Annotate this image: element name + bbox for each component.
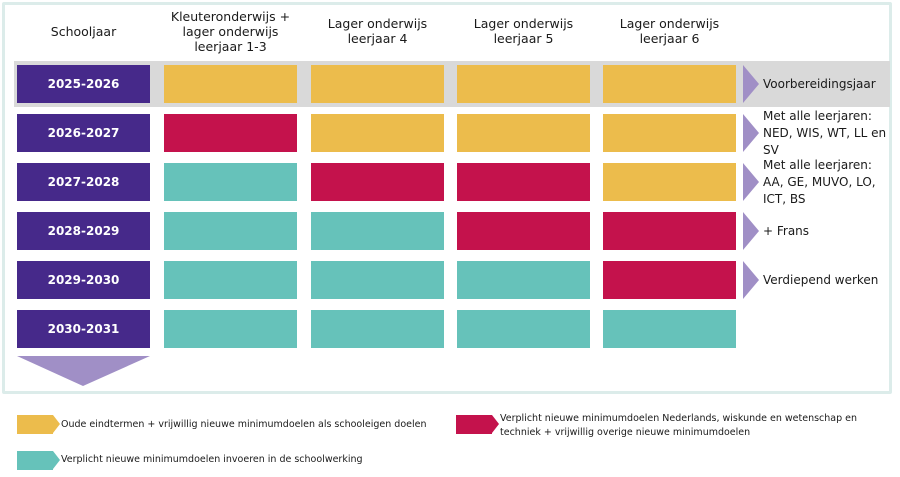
phase-cell-teal: [311, 310, 444, 348]
year-label: 2028-2029: [17, 212, 150, 250]
row-note: + Frans: [763, 223, 810, 238]
row-arrow-icon: [743, 65, 759, 103]
row-arrow-icon: [743, 212, 759, 250]
phase-cell-red: [603, 212, 736, 250]
phase-cell-yellow: [457, 65, 590, 103]
header-leerjaar-6: Lager onderwijs leerjaar 6: [619, 16, 720, 46]
row-arrow-icon: [743, 261, 759, 299]
diagram-frame: [2, 2, 892, 394]
legend-text-teal: Verplicht nieuwe minimumdoelen invoeren …: [61, 454, 363, 465]
phase-cell-yellow: [457, 114, 590, 152]
phase-cell-teal: [457, 310, 590, 348]
row-note: Voorbereidingsjaar: [763, 76, 876, 91]
phase-cell-red: [311, 163, 444, 201]
phase-cell-teal: [311, 261, 444, 299]
phase-cell-teal: [164, 163, 297, 201]
phase-cell-teal: [603, 310, 736, 348]
header-kleuteronderwijs: Kleuteronderwijs + lager onderwijs leerj…: [170, 8, 291, 54]
legend-swatch-teal: [17, 451, 60, 470]
phase-cell-yellow: [311, 65, 444, 103]
phase-cell-teal: [311, 212, 444, 250]
phase-cell-yellow: [603, 163, 736, 201]
phase-cell-red: [457, 212, 590, 250]
phase-cell-red: [164, 114, 297, 152]
row-arrow-icon: [743, 114, 759, 152]
phase-cell-teal: [164, 212, 297, 250]
legend-text-red: Verplicht nieuwe minimumdoelen Nederland…: [500, 413, 858, 438]
phase-cell-yellow: [603, 114, 736, 152]
legend-swatch-yellow: [17, 415, 60, 434]
phase-cell-red: [603, 261, 736, 299]
row-note: Verdiepend werken: [763, 272, 879, 287]
year-label: 2025-2026: [17, 65, 150, 103]
header-schooljaar: Schooljaar: [50, 23, 117, 39]
row-note: Met alle leerjaren: NED, WIS, WT, LL en …: [763, 108, 887, 157]
year-label: 2027-2028: [17, 163, 150, 201]
header-leerjaar-4: Lager onderwijs leerjaar 4: [327, 16, 428, 46]
phase-cell-teal: [457, 261, 590, 299]
phase-cell-yellow: [603, 65, 736, 103]
year-label: 2029-2030: [17, 261, 150, 299]
phase-cell-yellow: [311, 114, 444, 152]
legend-text-yellow: Oude eindtermen + vrijwillig nieuwe mini…: [61, 419, 427, 430]
row-note: Met alle leerjaren: AA, GE, MUVO, LO, IC…: [763, 157, 876, 206]
down-arrow-icon: [17, 356, 150, 386]
phase-cell-teal: [164, 310, 297, 348]
phase-cell-red: [457, 163, 590, 201]
header-leerjaar-5: Lager onderwijs leerjaar 5: [473, 16, 574, 46]
year-label: 2026-2027: [17, 114, 150, 152]
phase-cell-yellow: [164, 65, 297, 103]
phase-cell-teal: [164, 261, 297, 299]
legend-swatch-red: [456, 415, 499, 434]
row-arrow-icon: [743, 163, 759, 201]
year-label: 2030-2031: [17, 310, 150, 348]
